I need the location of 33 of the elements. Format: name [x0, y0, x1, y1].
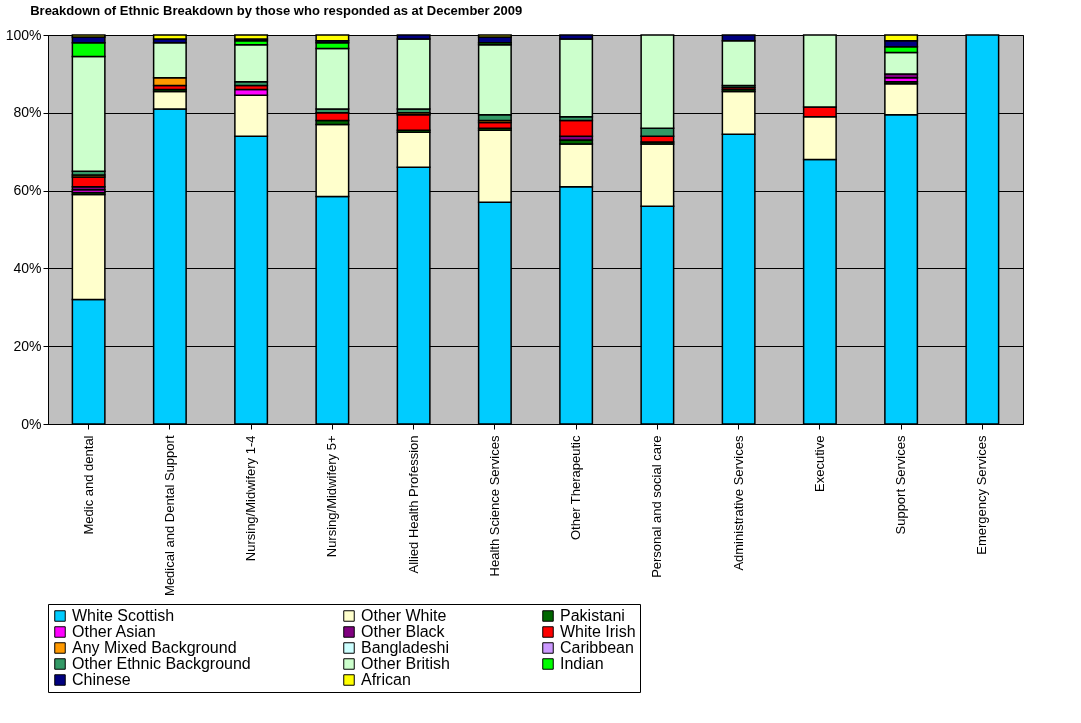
legend-label: White Scottish: [72, 607, 175, 624]
legend-label: Other White: [361, 607, 447, 624]
legend-label: Indian: [560, 655, 604, 672]
x-tick-label: Medical and Dental Support: [161, 435, 177, 596]
legend-label: Other British: [361, 655, 450, 672]
x-tick-label: Nursing/Midwifery 1-4: [243, 435, 259, 562]
y-tick-label: 80%: [13, 104, 42, 121]
y-tick-label: 100%: [5, 26, 42, 43]
x-tick-label: Administrative Services: [730, 435, 746, 571]
legend-label: Bangladeshi: [361, 639, 450, 656]
x-tick-label: Other Therapeutic: [568, 435, 584, 541]
legend-label: African: [361, 671, 411, 688]
x-tick-label: Allied Health Profession: [405, 435, 421, 574]
x-tick-label: Support Services: [893, 435, 909, 535]
y-tick-label: 20%: [13, 337, 42, 354]
x-tick-label: Emergency Services: [974, 435, 990, 555]
legend-label: Other Asian: [72, 623, 156, 640]
legend-label: Caribbean: [560, 639, 634, 656]
legend-label: Pakistani: [560, 607, 625, 624]
x-tick-label: Executive: [811, 435, 827, 492]
legend-label: Any Mixed Background: [72, 639, 237, 656]
x-tick-label: Nursing/Midwifery 5+: [324, 435, 340, 558]
chart-title: Breakdown of Ethnic Breakdown by those who responded as at December 2009: [30, 3, 523, 18]
legend-label: Other Black: [361, 623, 446, 640]
legend-label: Chinese: [72, 671, 131, 688]
legend-label: Other Ethnic Background: [72, 655, 251, 672]
legend-label: White Irish: [560, 623, 636, 640]
x-tick-label: Medic and dental: [80, 435, 96, 535]
x-tick-label: Personal and social care: [649, 435, 665, 578]
x-tick-label: Health Science Services: [486, 435, 502, 577]
y-tick-label: 0%: [21, 415, 42, 432]
y-tick-label: 40%: [13, 259, 42, 276]
y-tick-label: 60%: [13, 182, 42, 199]
